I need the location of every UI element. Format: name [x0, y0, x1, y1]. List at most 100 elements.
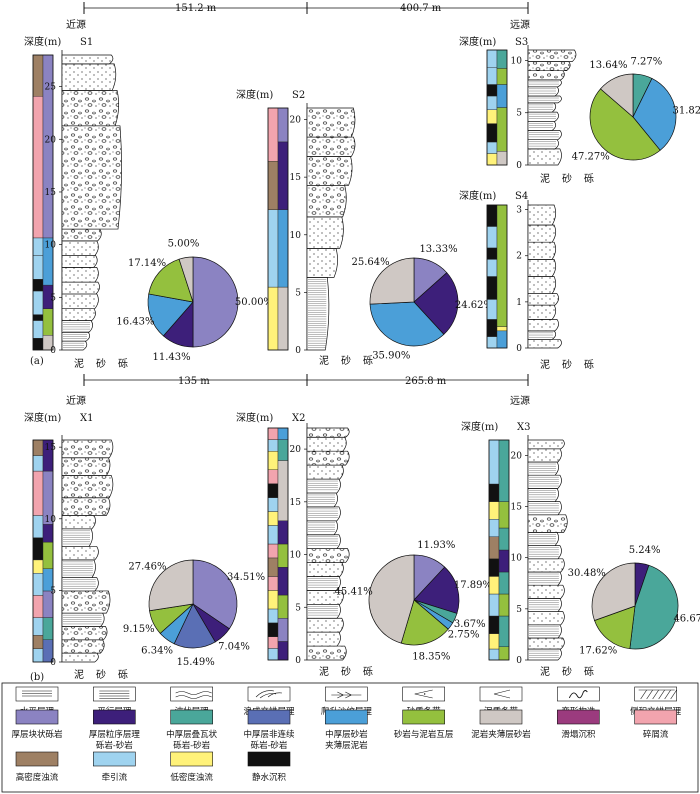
- pie-slice: [192, 559, 238, 630]
- lithology-bed: [61, 515, 96, 530]
- lithology-bed: [527, 339, 562, 349]
- facies-band: [32, 279, 44, 292]
- pie-slice: [192, 256, 239, 348]
- section-name-s2: S2: [292, 90, 305, 101]
- depth-tick-label: 5: [50, 293, 56, 303]
- facies-band: [496, 84, 508, 108]
- facies-band: [277, 427, 289, 440]
- section-name-x2: X2: [292, 413, 305, 424]
- lithology-bed: [306, 590, 344, 605]
- legend-process-high-density-turbidity: 高密度浊流: [15, 751, 59, 783]
- grain-size-label: 泥: [74, 357, 84, 370]
- lithology-bed: [527, 611, 565, 626]
- legend-hatch: [640, 689, 647, 700]
- lithology-bed: [306, 156, 353, 186]
- facies-band: [486, 336, 498, 349]
- facies-band: [486, 204, 498, 227]
- legend: 水平层理平行层理波状层理浪成交错层理爬升沙纹层理砂质条带泥质条带变形构造侧积交错…: [1, 682, 699, 793]
- legend-wave-cross: [255, 690, 283, 699]
- facies-column-frame: [32, 439, 54, 663]
- pie-slice-label: 6.34%: [141, 645, 173, 656]
- lithology-bed: [527, 79, 562, 88]
- lithology-bed: [61, 293, 99, 310]
- facies-band: [498, 549, 510, 573]
- section-s1: 深度(m) S1 0 5 10 15 20 25 泥砂砾 50.00% 11.43% 16.43% 17…: [24, 35, 273, 370]
- legend-hatch: [670, 689, 677, 700]
- lithology-bed: [527, 49, 577, 62]
- lithology-bed: [306, 450, 350, 466]
- depth-tick-label: 0: [50, 658, 56, 668]
- legend-process-swatch: [170, 751, 213, 767]
- section-s4: 深度(m) S4 0 1 2 3 泥砂砾: [459, 189, 594, 371]
- facies-band: [498, 439, 510, 502]
- pie-slice-label: 16.43%: [116, 316, 154, 327]
- facies-band: [486, 67, 498, 85]
- facies-band: [277, 141, 289, 210]
- facies-band: [32, 573, 44, 596]
- lithology-bed: [61, 228, 102, 242]
- pie-slice-label: 25.64%: [351, 257, 389, 268]
- lithology-bed: [306, 427, 350, 438]
- depth-tick-label: 15: [511, 503, 523, 513]
- lithology-bed: [527, 439, 565, 450]
- depth-tick-label: 5: [295, 603, 301, 613]
- facies-band: [496, 150, 508, 166]
- facies-band: [32, 470, 44, 516]
- depth-label: 深度(m): [459, 189, 496, 202]
- lithology-bed: [306, 464, 344, 480]
- legend-mud-stripe: [493, 689, 511, 699]
- grain-size-label: 砾: [584, 665, 594, 678]
- lithology-bed: [527, 258, 557, 277]
- lithology-bed: [527, 637, 565, 650]
- section-name-x1: X1: [80, 413, 93, 424]
- lithology-bed: [306, 136, 356, 157]
- grain-size-label: 泥: [319, 665, 329, 678]
- depth-label: 深度(m): [24, 411, 61, 424]
- facies-band: [42, 524, 54, 543]
- facies-column-frame: [488, 439, 510, 661]
- pie-slice-label: 17.89%: [454, 580, 492, 591]
- grain-size-label: 砾: [584, 358, 594, 371]
- legend-facies-label: 砂岩与泥岩互层: [394, 729, 454, 740]
- section-name-x3: X3: [517, 422, 530, 433]
- facies-band: [488, 615, 500, 634]
- lithology-bed: [306, 645, 347, 661]
- facies-band: [488, 558, 500, 577]
- depth-tick-label: 15: [45, 188, 57, 198]
- legend-process-swatch: [247, 751, 291, 767]
- facies-band: [496, 49, 508, 69]
- depth-tick-label: 1: [516, 298, 522, 308]
- pie-slice: [148, 258, 194, 303]
- facies-band: [267, 608, 279, 624]
- facies-band: [267, 525, 279, 545]
- lithology-bed: [527, 120, 557, 131]
- facies-band: [267, 427, 279, 440]
- legend-facies-label: 泥岩夹薄层砂岩: [471, 729, 531, 740]
- facies-band: [32, 255, 44, 280]
- lithology-bed: [527, 130, 562, 141]
- lithology-bed: [61, 475, 114, 499]
- facies-band: [267, 286, 279, 351]
- facies-band: [32, 648, 44, 663]
- facies-band: [488, 519, 500, 538]
- facies-band: [277, 567, 289, 596]
- pie-chart-x2: 11.93% 17.89% 3.67%2.75% 18.35% 45.41%: [335, 540, 492, 662]
- lithology-bed: [306, 506, 341, 522]
- facies-band: [32, 559, 44, 574]
- pie-slice: [589, 88, 661, 161]
- facies-band: [498, 615, 510, 647]
- legend-process-swatch: [93, 751, 136, 767]
- lithology-bed: [527, 304, 557, 320]
- facies-band: [488, 633, 500, 650]
- grain-size-label: 泥: [540, 358, 550, 371]
- pie-chart-x3: 5.24% 46.67% 17.62% 30.48%: [568, 545, 700, 657]
- section-x1: 深度(m) X1 0 5 10 15 泥砂砾 34.51% 7.04%15.49% 6.34% 9.…: [24, 411, 265, 681]
- facies-band: [498, 501, 510, 529]
- lithology-bed: [527, 448, 562, 463]
- distance-label-mid-left: 135 m: [178, 376, 210, 387]
- facies-band: [486, 319, 498, 337]
- facies-band: [32, 455, 44, 472]
- pie-slice: [369, 257, 415, 305]
- lithology-bed: [61, 546, 99, 561]
